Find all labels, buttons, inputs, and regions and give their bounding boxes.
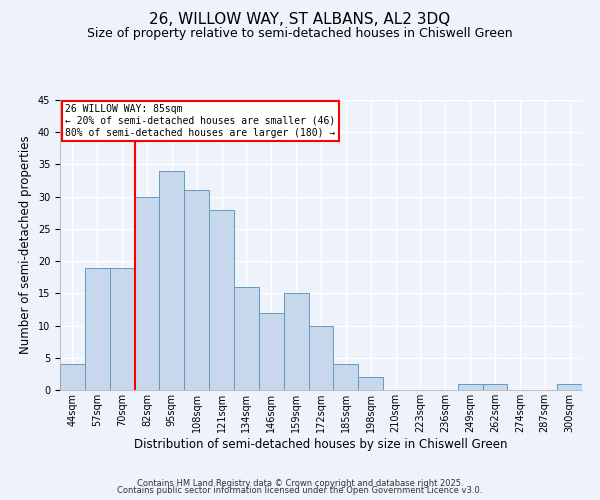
Bar [557, 384, 582, 390]
Bar [259, 312, 284, 390]
Bar [234, 287, 259, 390]
Bar [358, 377, 383, 390]
Bar [482, 384, 508, 390]
Text: 26 WILLOW WAY: 85sqm
← 20% of semi-detached houses are smaller (46)
80% of semi-: 26 WILLOW WAY: 85sqm ← 20% of semi-detac… [65, 104, 335, 138]
Bar [284, 294, 308, 390]
Text: Contains public sector information licensed under the Open Government Licence v3: Contains public sector information licen… [118, 486, 482, 495]
Bar [458, 384, 482, 390]
Text: Contains HM Land Registry data © Crown copyright and database right 2025.: Contains HM Land Registry data © Crown c… [137, 478, 463, 488]
Text: Size of property relative to semi-detached houses in Chiswell Green: Size of property relative to semi-detach… [87, 28, 513, 40]
Bar [184, 190, 209, 390]
Bar [209, 210, 234, 390]
X-axis label: Distribution of semi-detached houses by size in Chiswell Green: Distribution of semi-detached houses by … [134, 438, 508, 450]
Text: 26, WILLOW WAY, ST ALBANS, AL2 3DQ: 26, WILLOW WAY, ST ALBANS, AL2 3DQ [149, 12, 451, 28]
Bar [160, 171, 184, 390]
Bar [60, 364, 85, 390]
Bar [85, 268, 110, 390]
Bar [308, 326, 334, 390]
Y-axis label: Number of semi-detached properties: Number of semi-detached properties [19, 136, 32, 354]
Bar [334, 364, 358, 390]
Bar [134, 196, 160, 390]
Bar [110, 268, 134, 390]
